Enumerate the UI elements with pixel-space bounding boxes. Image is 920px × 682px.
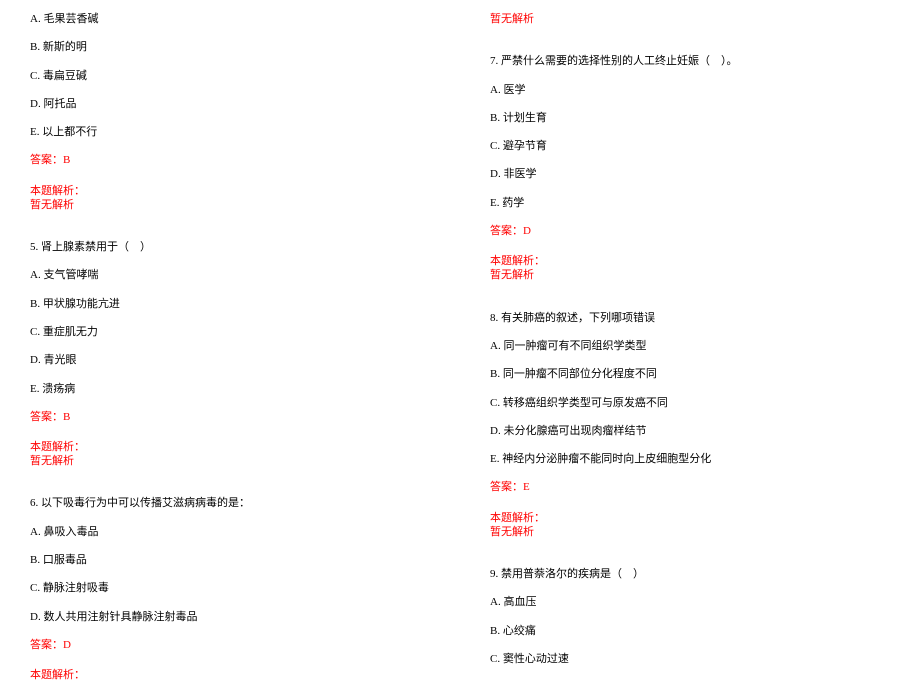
q9-option-c: C. 窦性心动过速 — [490, 652, 900, 666]
q7-option-a: A. 医学 — [490, 83, 900, 97]
q7-option-d: D. 非医学 — [490, 167, 900, 181]
q8-answer: 答案：E — [490, 480, 900, 494]
q8-option-e: E. 神经内分泌肿瘤不能同时向上皮细胞型分化 — [490, 452, 900, 466]
q5-analysis-text: 暂无解析 — [30, 454, 440, 468]
q8-option-a: A. 同一肿瘤可有不同组织学类型 — [490, 339, 900, 353]
q8-analysis-label: 本题解析： — [490, 509, 900, 525]
q7-option-e: E. 药学 — [490, 196, 900, 210]
q5-option-d: D. 青光眼 — [30, 353, 440, 367]
right-column: 暂无解析 7. 严禁什么需要的选择性别的人工终止妊娠（ ）。 A. 医学 B. … — [460, 0, 920, 651]
q8-option-b: B. 同一肿瘤不同部位分化程度不同 — [490, 367, 900, 381]
q4-option-b: B. 新斯的明 — [30, 40, 440, 54]
q4-analysis-label: 本题解析： — [30, 182, 440, 198]
q5-option-c: C. 重症肌无力 — [30, 325, 440, 339]
q6-option-a: A. 鼻吸入毒品 — [30, 525, 440, 539]
q7-option-c: C. 避孕节育 — [490, 139, 900, 153]
q7-stem: 7. 严禁什么需要的选择性别的人工终止妊娠（ ）。 — [490, 54, 900, 68]
q9-stem: 9. 禁用普萘洛尔的疾病是（ ） — [490, 567, 900, 581]
left-column: A. 毛果芸香碱 B. 新斯的明 C. 毒扁豆碱 D. 阿托品 E. 以上都不行… — [0, 0, 460, 651]
q9-option-b: B. 心绞痛 — [490, 624, 900, 638]
q4-answer: 答案：B — [30, 153, 440, 167]
q4-analysis-text: 暂无解析 — [30, 198, 440, 212]
q8-stem: 8. 有关肺癌的叙述，下列哪项错误 — [490, 311, 900, 325]
q4-option-d: D. 阿托品 — [30, 97, 440, 111]
q7-analysis-label: 本题解析： — [490, 252, 900, 268]
q6-analysis-label: 本题解析： — [30, 666, 440, 682]
q5-answer: 答案：B — [30, 410, 440, 424]
q7-option-b: B. 计划生育 — [490, 111, 900, 125]
q5-option-a: A. 支气管哮喘 — [30, 268, 440, 282]
q6-analysis-text: 暂无解析 — [490, 12, 900, 26]
q6-stem: 6. 以下吸毒行为中可以传播艾滋病病毒的是： — [30, 496, 440, 510]
q7-answer: 答案：D — [490, 224, 900, 238]
q8-option-c: C. 转移癌组织学类型可与原发癌不同 — [490, 396, 900, 410]
q4-option-a: A. 毛果芸香碱 — [30, 12, 440, 26]
q8-option-d: D. 未分化腺癌可出现肉瘤样结节 — [490, 424, 900, 438]
q5-option-b: B. 甲状腺功能亢进 — [30, 297, 440, 311]
q4-option-e: E. 以上都不行 — [30, 125, 440, 139]
page-container: A. 毛果芸香碱 B. 新斯的明 C. 毒扁豆碱 D. 阿托品 E. 以上都不行… — [0, 0, 920, 651]
q6-option-d: D. 数人共用注射针具静脉注射毒品 — [30, 610, 440, 624]
q7-analysis-text: 暂无解析 — [490, 268, 900, 282]
q5-stem: 5. 肾上腺素禁用于（ ） — [30, 240, 440, 254]
q5-analysis-label: 本题解析： — [30, 438, 440, 454]
q9-option-a: A. 高血压 — [490, 595, 900, 609]
q6-option-c: C. 静脉注射吸毒 — [30, 581, 440, 595]
q6-option-b: B. 口服毒品 — [30, 553, 440, 567]
q6-answer: 答案：D — [30, 638, 440, 652]
q5-option-e: E. 溃疡病 — [30, 382, 440, 396]
q8-analysis-text: 暂无解析 — [490, 525, 900, 539]
q4-option-c: C. 毒扁豆碱 — [30, 69, 440, 83]
